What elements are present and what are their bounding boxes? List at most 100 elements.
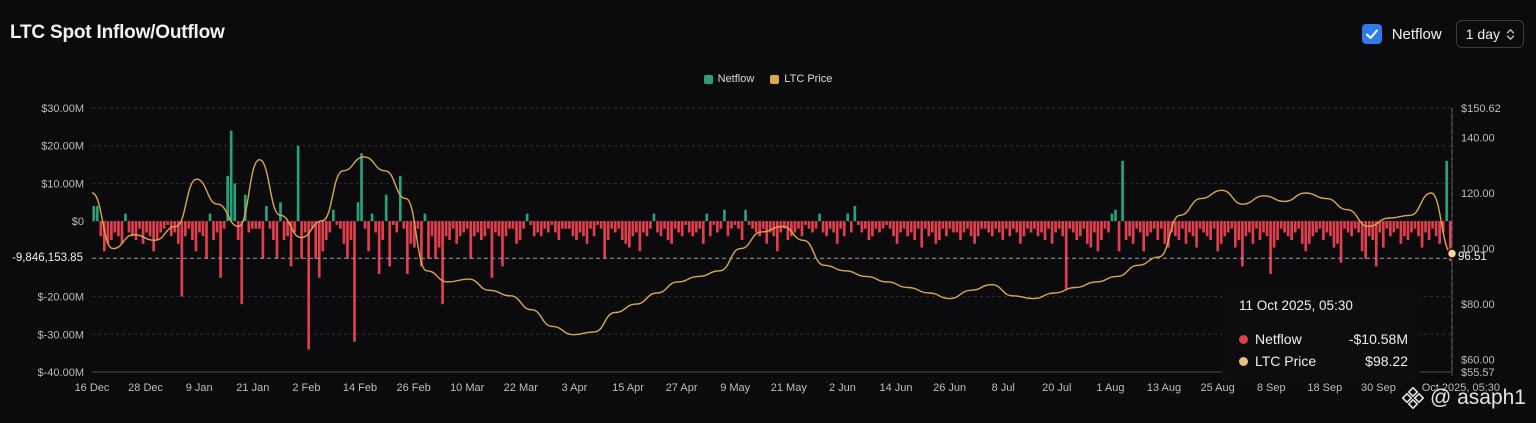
netflow-bar: [296, 145, 300, 222]
x-tick-label: 9 May: [720, 382, 750, 394]
netflow-bar: [1360, 221, 1364, 252]
netflow-bar: [959, 221, 962, 240]
netflow-bar: [1071, 221, 1075, 233]
netflow-bar: [1441, 221, 1445, 233]
netflow-bar: [250, 221, 254, 229]
netflow-bar: [821, 221, 825, 233]
netflow-bar: [416, 221, 420, 229]
netflow-bar: [236, 221, 240, 240]
netflow-bar: [849, 221, 853, 233]
netflow-bar: [1121, 160, 1124, 222]
netflow-bar: [589, 221, 592, 229]
y-right-tick-label: 140.00: [1461, 132, 1495, 144]
netflow-bar: [1413, 221, 1417, 229]
netflow-bar: [1191, 221, 1195, 237]
netflow-bar: [1138, 221, 1142, 233]
netflow-bar: [800, 221, 804, 237]
netflow-bar: [1152, 221, 1156, 229]
netflow-bar: [536, 221, 540, 233]
checkmark-icon: [1365, 29, 1378, 39]
netflow-bar: [927, 221, 931, 237]
netflow-bar: [1431, 221, 1434, 229]
netflow-bar: [1374, 221, 1378, 267]
netflow-bar: [694, 221, 698, 233]
netflow-bar: [1367, 221, 1371, 237]
netflow-bar: [1159, 221, 1163, 229]
x-tick-label: 18 Sep: [1307, 382, 1342, 394]
netflow-bar: [1392, 221, 1396, 233]
x-tick-label: 2 Feb: [292, 382, 320, 394]
legend-item-ltc-price[interactable]: LTC Price: [770, 73, 832, 85]
netflow-bar: [1142, 221, 1146, 252]
netflow-checkbox[interactable]: [1361, 24, 1382, 44]
netflow-bar: [310, 221, 314, 229]
netflow-bar: [966, 221, 969, 229]
netflow-bar: [282, 221, 286, 240]
netflow-bar: [1427, 221, 1431, 240]
chevron-up-down-icon: [1506, 28, 1515, 40]
x-tick-label: 21 May: [771, 382, 808, 394]
netflow-bar: [811, 221, 814, 233]
netflow-bar: [321, 221, 325, 252]
netflow-bar: [458, 221, 462, 237]
netflow-bar: [730, 221, 733, 229]
netflow-bar: [613, 221, 617, 233]
ltc-price-line: [91, 156, 1453, 336]
y-right-tick-label: 120.00: [1461, 188, 1495, 200]
tooltip-value: $98.22: [1365, 353, 1408, 369]
netflow-bar: [677, 221, 680, 233]
netflow-bar: [1114, 209, 1117, 222]
netflow-bar: [1184, 221, 1188, 244]
netflow-bar: [765, 221, 769, 244]
netflow-bar: [1124, 221, 1128, 240]
netflow-bar: [212, 221, 215, 240]
netflow-bar: [110, 221, 113, 240]
chart-legend: Netflow LTC Price: [0, 73, 1536, 85]
chart-tooltip: 11 Oct 2025, 05:30 Netflow -$10.58M LTC …: [1222, 287, 1420, 383]
netflow-bar: [645, 221, 649, 237]
netflow-bar: [388, 221, 392, 267]
netflow-bar: [462, 221, 466, 233]
y-right-tick-label: $80.00: [1461, 299, 1495, 311]
netflow-bar: [1004, 221, 1008, 229]
netflow-bar: [916, 221, 920, 229]
netflow-bar: [222, 221, 226, 229]
netflow-bar: [1350, 221, 1353, 237]
netflow-bar: [895, 221, 899, 244]
netflow-bar: [1251, 221, 1255, 244]
netflow-bar: [265, 206, 268, 222]
netflow-bar: [525, 213, 529, 222]
netflow-bar: [1117, 221, 1121, 252]
netflow-bar: [261, 221, 265, 259]
netflow-bar: [885, 221, 888, 225]
netflow-bar: [782, 221, 786, 229]
netflow-bar: [786, 221, 790, 240]
netflow-bar: [1241, 221, 1244, 267]
netflow-bar: [737, 221, 740, 229]
netflow-bar: [402, 221, 406, 229]
x-tick-label: 9 Jan: [186, 382, 213, 394]
netflow-bar: [888, 221, 892, 229]
netflow-bar: [1085, 221, 1089, 244]
netflow-bar: [1403, 221, 1406, 237]
netflow-bar: [472, 221, 476, 237]
netflow-bar: [723, 209, 726, 222]
netflow-bar: [1258, 221, 1262, 240]
legend-item-netflow[interactable]: Netflow: [703, 73, 754, 85]
netflow-bar: [1406, 221, 1410, 240]
y-right-tick-label: $60.00: [1461, 355, 1495, 367]
netflow-bar: [479, 221, 483, 240]
netflow-bar: [124, 213, 127, 222]
netflow-bar: [751, 221, 754, 229]
netflow-bar: [1329, 221, 1332, 237]
x-tick-label: 2 Jun: [829, 382, 856, 394]
tooltip-label: LTC Price: [1255, 353, 1317, 369]
y-right-tick-label: $55.57: [1461, 367, 1495, 379]
netflow-bar: [1078, 221, 1082, 237]
period-select[interactable]: 1 day: [1455, 20, 1524, 48]
tooltip-row-ltc-price: LTC Price $98.22: [1239, 353, 1408, 369]
netflow-bar: [864, 221, 867, 229]
netflow-bar: [1389, 221, 1392, 237]
netflow-bar: [1209, 221, 1212, 240]
